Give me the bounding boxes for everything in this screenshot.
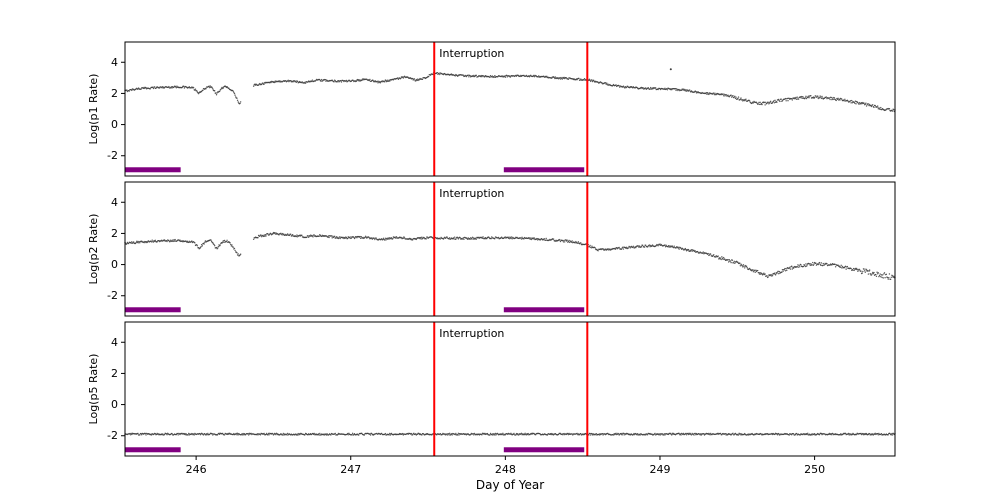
y-tick-label: -2 xyxy=(107,429,118,442)
panel-border xyxy=(124,321,896,457)
y-axis-title: Log(p1 Rate) xyxy=(87,74,100,145)
plot-panel-2: Interruption -2 0 2 4 Log(p2 Rate) xyxy=(87,181,896,317)
y-tick-label: -2 xyxy=(107,289,118,302)
coverage-bar xyxy=(125,167,181,173)
outlier-point xyxy=(669,68,672,71)
y-tick-label: 2 xyxy=(111,227,118,240)
y-tick-label: -2 xyxy=(107,149,118,162)
y-axis-title: Log(p5 Rate) xyxy=(87,354,100,425)
scatter-points xyxy=(124,231,896,280)
plot-panel-3: Interruption -2 0 2 4 Log(p5 Rate) xyxy=(87,321,896,457)
x-tick-label: 249 xyxy=(649,463,670,476)
scatter-points xyxy=(124,432,896,436)
y-tick-label: 0 xyxy=(111,258,118,271)
y-tick-label: 4 xyxy=(111,336,118,349)
y-tick-label: 2 xyxy=(111,87,118,100)
y-tick-label: 2 xyxy=(111,367,118,380)
x-tick-label: 246 xyxy=(186,463,207,476)
interruption-label: Interruption xyxy=(439,187,504,200)
x-tick-label: 248 xyxy=(495,463,516,476)
scatter-points xyxy=(124,71,896,113)
y-tick-label: 0 xyxy=(111,118,118,131)
y-tick-label: 4 xyxy=(111,56,118,69)
interruption-label: Interruption xyxy=(439,327,504,340)
coverage-bar xyxy=(125,307,181,313)
x-tick-label: 250 xyxy=(804,463,825,476)
coverage-bar xyxy=(125,447,181,453)
y-tick-label: 0 xyxy=(111,398,118,411)
coverage-bar xyxy=(503,167,585,173)
coverage-bar xyxy=(503,447,585,453)
y-tick-label: 4 xyxy=(111,196,118,209)
x-tick-label: 247 xyxy=(340,463,361,476)
panel-border xyxy=(124,181,896,317)
x-axis: 246 247 248 249 250 Day of Year xyxy=(186,456,825,492)
y-axis-title: Log(p2 Rate) xyxy=(87,214,100,285)
panel-border xyxy=(124,41,896,177)
x-axis-title: Day of Year xyxy=(476,478,544,492)
interruption-label: Interruption xyxy=(439,47,504,60)
coverage-bar xyxy=(503,307,585,313)
plot-panel-1: Interruption -2 0 2 4 Log(p1 Rate) xyxy=(87,41,896,177)
